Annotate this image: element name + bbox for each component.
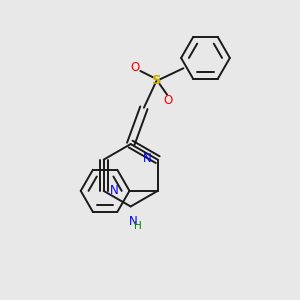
Text: N: N bbox=[110, 184, 119, 197]
Text: N: N bbox=[142, 152, 151, 165]
Text: S: S bbox=[152, 74, 161, 87]
Text: O: O bbox=[130, 61, 140, 74]
Text: O: O bbox=[163, 94, 172, 106]
Text: H: H bbox=[134, 221, 142, 231]
Text: N: N bbox=[129, 215, 138, 228]
